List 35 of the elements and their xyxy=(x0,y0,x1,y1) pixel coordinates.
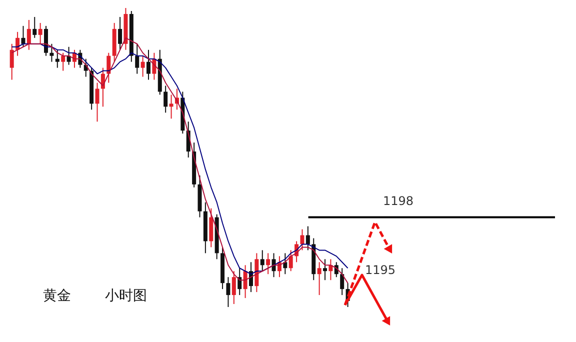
candlestick xyxy=(317,262,322,296)
candlestick xyxy=(260,250,264,272)
text: 1198 xyxy=(383,194,414,208)
annotation: 小时图 xyxy=(105,288,147,304)
candlestick xyxy=(243,264,248,299)
candlestick xyxy=(232,270,236,305)
candlestick xyxy=(323,258,328,281)
candlestick xyxy=(164,85,168,114)
candlestick xyxy=(283,252,288,275)
candlestick xyxy=(140,55,145,78)
candlestick xyxy=(266,252,270,275)
candlestick xyxy=(118,16,122,50)
candlestick xyxy=(135,43,140,74)
candlestick xyxy=(10,43,14,80)
text: 1195 xyxy=(365,263,396,277)
candlestick xyxy=(226,276,230,308)
candlestick xyxy=(146,49,150,80)
candlestick xyxy=(95,82,100,122)
candlestick xyxy=(38,22,42,44)
candlestick xyxy=(272,252,276,278)
candlestick xyxy=(169,94,174,120)
candlestick xyxy=(209,208,214,248)
candlestick xyxy=(32,16,37,38)
candlestick xyxy=(50,43,54,62)
annotation: 黄金 xyxy=(43,288,71,304)
candlestick xyxy=(55,49,60,68)
candlestick xyxy=(306,226,310,251)
candlestick xyxy=(238,268,242,296)
candlestick xyxy=(21,25,26,48)
candlestick xyxy=(340,268,344,296)
candlestick xyxy=(288,250,293,272)
candlestick xyxy=(300,228,304,251)
candlestick xyxy=(26,19,31,50)
candlestick xyxy=(44,25,48,56)
candlestick xyxy=(61,52,66,72)
